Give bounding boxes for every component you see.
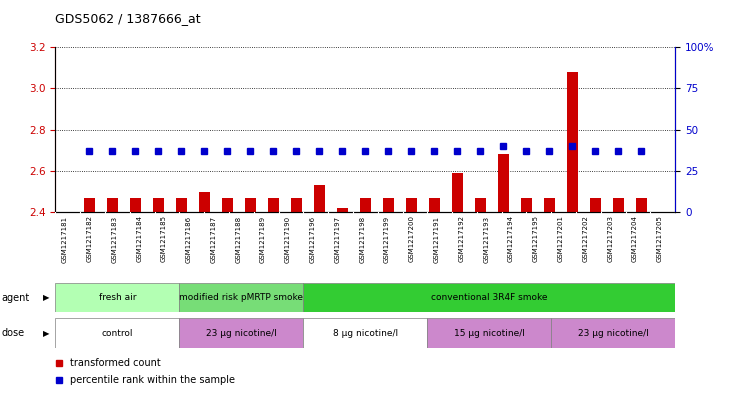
Text: GSM1217188: GSM1217188 bbox=[235, 215, 241, 263]
Bar bbox=[382, 198, 394, 212]
Bar bbox=[497, 154, 509, 212]
Text: GSM1217185: GSM1217185 bbox=[161, 215, 167, 263]
Bar bbox=[303, 318, 427, 348]
Text: conventional 3R4F smoke: conventional 3R4F smoke bbox=[431, 293, 548, 302]
Text: GSM1217193: GSM1217193 bbox=[483, 215, 489, 263]
Text: ▶: ▶ bbox=[43, 293, 49, 302]
Bar bbox=[613, 198, 624, 212]
Bar bbox=[179, 318, 303, 348]
Bar bbox=[83, 198, 95, 212]
Text: GSM1217181: GSM1217181 bbox=[62, 215, 68, 263]
Text: GSM1217184: GSM1217184 bbox=[136, 215, 142, 263]
Bar bbox=[520, 198, 532, 212]
Text: transformed count: transformed count bbox=[69, 358, 160, 367]
Bar bbox=[176, 198, 187, 212]
Bar bbox=[567, 72, 578, 212]
Text: GSM1217192: GSM1217192 bbox=[458, 215, 464, 263]
Text: fresh air: fresh air bbox=[99, 293, 136, 302]
Text: dose: dose bbox=[1, 328, 24, 338]
Text: GSM1217191: GSM1217191 bbox=[434, 215, 440, 263]
Text: GSM1217197: GSM1217197 bbox=[334, 215, 340, 263]
Text: GSM1217183: GSM1217183 bbox=[111, 215, 117, 263]
Text: GSM1217190: GSM1217190 bbox=[285, 215, 291, 263]
Bar bbox=[544, 198, 555, 212]
Bar bbox=[303, 283, 675, 312]
Text: GSM1217204: GSM1217204 bbox=[632, 215, 638, 263]
Text: control: control bbox=[102, 329, 133, 338]
Bar bbox=[314, 185, 325, 212]
Bar bbox=[427, 318, 551, 348]
Bar bbox=[153, 198, 164, 212]
Text: modified risk pMRTP smoke: modified risk pMRTP smoke bbox=[179, 293, 303, 302]
Text: 23 μg nicotine/l: 23 μg nicotine/l bbox=[206, 329, 277, 338]
Bar bbox=[106, 198, 118, 212]
Text: 15 μg nicotine/l: 15 μg nicotine/l bbox=[454, 329, 525, 338]
Text: agent: agent bbox=[1, 293, 30, 303]
Bar bbox=[221, 198, 233, 212]
Text: ▶: ▶ bbox=[43, 329, 49, 338]
Text: GSM1217205: GSM1217205 bbox=[657, 215, 663, 263]
Bar bbox=[406, 198, 417, 212]
Text: GSM1217201: GSM1217201 bbox=[558, 215, 564, 263]
Text: GSM1217186: GSM1217186 bbox=[186, 215, 192, 263]
Text: GSM1217198: GSM1217198 bbox=[359, 215, 365, 263]
Text: GSM1217196: GSM1217196 bbox=[310, 215, 316, 263]
Bar bbox=[55, 318, 179, 348]
Bar bbox=[551, 318, 675, 348]
Text: GSM1217194: GSM1217194 bbox=[508, 215, 514, 263]
Bar bbox=[475, 198, 486, 212]
Bar bbox=[268, 198, 279, 212]
Bar bbox=[452, 173, 463, 212]
Text: GSM1217203: GSM1217203 bbox=[607, 215, 613, 263]
Bar bbox=[590, 198, 601, 212]
Text: GSM1217200: GSM1217200 bbox=[409, 215, 415, 263]
Text: GSM1217189: GSM1217189 bbox=[260, 215, 266, 263]
Text: GSM1217202: GSM1217202 bbox=[582, 215, 588, 263]
Bar bbox=[291, 198, 302, 212]
Text: 8 μg nicotine/l: 8 μg nicotine/l bbox=[333, 329, 398, 338]
Bar bbox=[635, 198, 647, 212]
Text: GSM1217182: GSM1217182 bbox=[86, 215, 92, 263]
Text: GSM1217195: GSM1217195 bbox=[533, 215, 539, 263]
Bar bbox=[337, 208, 348, 212]
Text: GSM1217199: GSM1217199 bbox=[384, 215, 390, 263]
Text: 23 μg nicotine/l: 23 μg nicotine/l bbox=[578, 329, 649, 338]
Bar bbox=[359, 198, 371, 212]
Text: GSM1217187: GSM1217187 bbox=[210, 215, 216, 263]
Bar bbox=[55, 283, 179, 312]
Bar bbox=[130, 198, 141, 212]
Bar bbox=[199, 192, 210, 212]
Bar bbox=[429, 198, 440, 212]
Text: percentile rank within the sample: percentile rank within the sample bbox=[69, 375, 235, 385]
Bar bbox=[244, 198, 256, 212]
Bar bbox=[179, 283, 303, 312]
Text: GDS5062 / 1387666_at: GDS5062 / 1387666_at bbox=[55, 12, 201, 25]
